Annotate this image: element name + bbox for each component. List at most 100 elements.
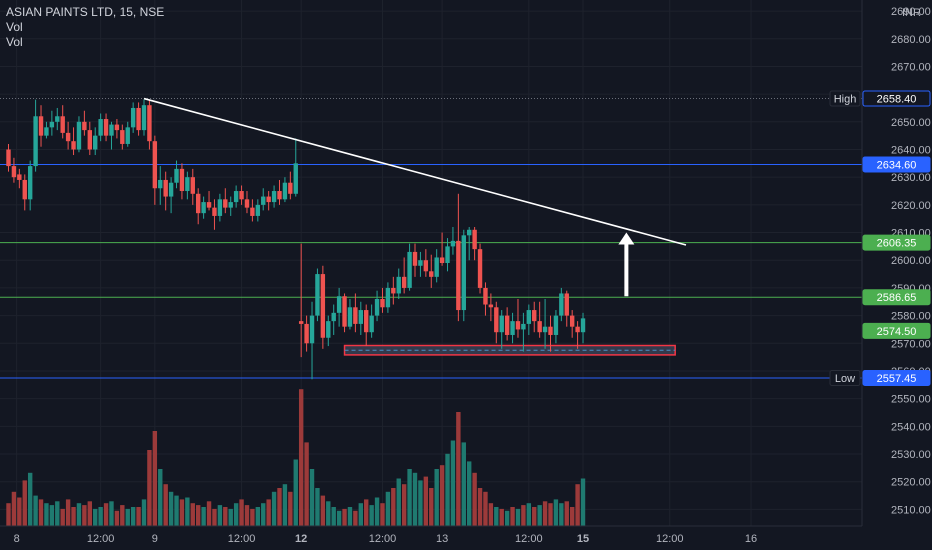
candle-body xyxy=(179,168,185,192)
volume-bar xyxy=(87,501,92,526)
candle-body xyxy=(82,121,87,131)
price-tick-label: 2670.00 xyxy=(891,61,931,73)
candle-body xyxy=(304,323,309,344)
volume-bar xyxy=(472,472,477,526)
symbol-title[interactable]: ASIAN PAINTS LTD, 15, NSE xyxy=(6,5,165,19)
volume-bar xyxy=(504,510,510,526)
volume-bar xyxy=(266,499,271,526)
time-tick-label: 12:00 xyxy=(656,533,684,545)
candle-body xyxy=(244,199,250,208)
candle-body xyxy=(174,168,179,183)
candle-body xyxy=(93,135,98,150)
volume-bar xyxy=(6,503,11,526)
candle-body xyxy=(168,182,174,197)
time-tick-label: 16 xyxy=(745,533,757,545)
price-label-name: High xyxy=(834,94,857,106)
price-tick-label: 2620.00 xyxy=(891,200,931,212)
volume-bar xyxy=(60,508,65,526)
volume-bar xyxy=(532,507,537,526)
candle-body xyxy=(130,107,136,128)
volume-bar xyxy=(27,472,33,526)
volume-bar xyxy=(33,495,38,526)
time-tick-label: 12:00 xyxy=(87,533,115,545)
volume-bar xyxy=(515,508,521,526)
volume-bar xyxy=(559,503,564,526)
volume-bar xyxy=(114,510,120,526)
horizontal-price-lines[interactable] xyxy=(0,98,862,379)
trend-line[interactable] xyxy=(143,97,687,246)
candle-body xyxy=(49,121,55,128)
candle-body xyxy=(374,298,380,316)
candle-body xyxy=(467,229,472,236)
time-axis[interactable]: 8 12:00 9 12:00 12 12:00 13 12:00 15 12:00 16 xyxy=(0,525,932,550)
volume-bar xyxy=(38,499,44,526)
candle-body xyxy=(120,130,125,144)
candle-body xyxy=(396,276,401,294)
volume-bar xyxy=(141,499,147,526)
volume-bar xyxy=(288,491,293,526)
volume-bar xyxy=(304,442,309,526)
price-label-box xyxy=(862,156,931,173)
volume-bar xyxy=(450,440,456,526)
volume-bar xyxy=(483,491,488,526)
price-labels: High 2658.40 2634.60 2606.35 2586.65 2574.50 L… xyxy=(829,90,931,387)
price-tick-label: 2640.00 xyxy=(891,144,931,156)
support-zone[interactable] xyxy=(343,344,676,356)
candle-body xyxy=(217,199,223,216)
volume-bar xyxy=(103,503,109,526)
price-label-box xyxy=(862,234,931,251)
volume-bar xyxy=(147,450,152,526)
candle-body xyxy=(212,207,217,216)
price-label-name: Low xyxy=(835,373,855,385)
volume-bar xyxy=(401,484,407,526)
candle-body xyxy=(532,310,537,322)
volume-bar xyxy=(326,501,331,526)
volume-indicator-label-2[interactable]: Vol xyxy=(6,35,23,49)
candle-body xyxy=(185,177,190,192)
volume-bar xyxy=(255,507,261,526)
volume-bar xyxy=(488,503,494,526)
time-axis-bg xyxy=(0,526,932,550)
candle-body xyxy=(580,318,586,333)
up-arrow-drawing[interactable] xyxy=(618,232,635,297)
volume-bar xyxy=(130,507,136,526)
candle-body xyxy=(326,321,331,338)
volume-bar xyxy=(22,480,27,526)
candle-body xyxy=(358,310,363,324)
candle-body xyxy=(401,276,407,288)
time-tick-label: 12:00 xyxy=(228,533,256,545)
volume-bar xyxy=(98,507,103,526)
candle-body xyxy=(277,191,282,200)
candle-body xyxy=(282,182,288,200)
volume-bars xyxy=(6,389,586,526)
volume-indicator-label[interactable]: Vol xyxy=(6,20,23,34)
candle-body xyxy=(147,105,152,142)
volume-bar xyxy=(309,469,315,526)
candle-body xyxy=(125,127,130,144)
volume-bar xyxy=(223,507,228,526)
candle-body xyxy=(266,196,271,203)
volume-bar xyxy=(461,442,466,526)
price-label-value: 2574.50 xyxy=(877,326,917,338)
volume-bar xyxy=(364,499,369,526)
price-label-box xyxy=(862,370,931,387)
price-axis[interactable]: 2510.002520.002530.002540.002550.002560.… xyxy=(861,0,932,550)
volume-bar xyxy=(336,510,342,526)
price-label-value: 2606.35 xyxy=(877,238,917,250)
candle-body xyxy=(407,251,412,288)
volume-bar xyxy=(499,508,504,526)
volume-bar xyxy=(174,495,179,526)
volume-bar xyxy=(537,505,542,526)
candle-body xyxy=(331,312,336,322)
volume-bar xyxy=(423,476,429,526)
candle-body xyxy=(98,119,103,136)
volume-bar xyxy=(391,488,396,526)
volume-bar xyxy=(320,495,326,526)
volume-bar xyxy=(553,499,559,526)
candle-body xyxy=(298,321,304,324)
candle-body xyxy=(158,179,163,189)
volume-bar xyxy=(239,499,244,526)
candle-body xyxy=(315,274,320,316)
